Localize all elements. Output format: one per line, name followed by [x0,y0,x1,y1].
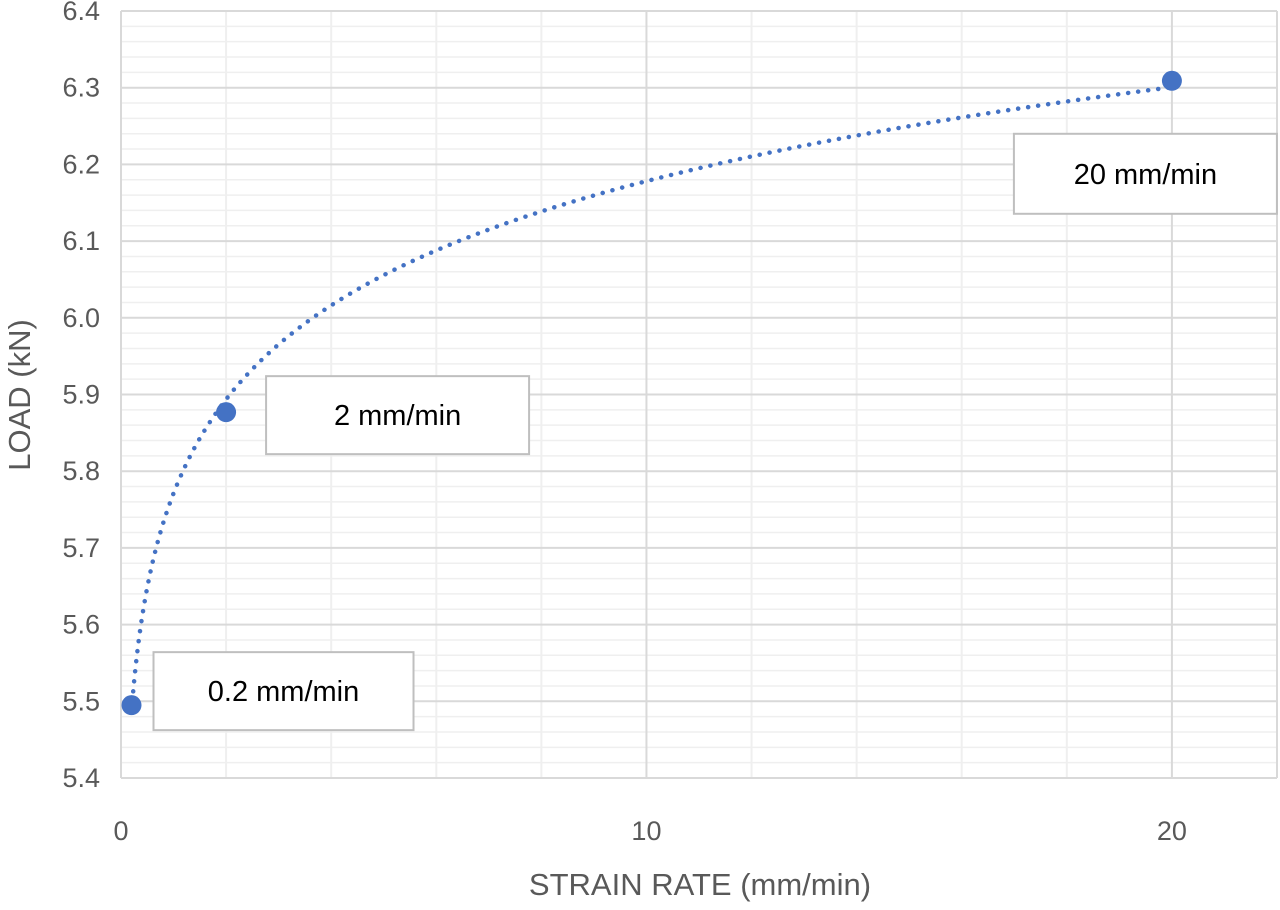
y-tick-label: 6.3 [62,73,100,103]
data-callout: 0.2 mm/min [152,651,415,732]
x-axis-ticks: 0 10 20 [113,816,1186,846]
major-gridlines [120,10,1278,779]
data-label: 20 mm/min [1074,159,1217,191]
data-callout: 2 mm/min [265,375,531,456]
callout-box [265,375,531,456]
x-tick-label: 20 [1157,816,1187,846]
y-tick-label: 6.1 [62,226,100,256]
y-tick-label: 5.6 [62,610,100,640]
data-callouts: 0.2 mm/min 2 mm/min 20 mm/min [152,132,1278,732]
data-point [216,402,237,423]
x-axis-title: STRAIN RATE (mm/min) [529,867,871,902]
data-label: 0.2 mm/min [208,676,359,708]
y-tick-label: 6.0 [62,303,100,333]
data-callout: 20 mm/min [1012,132,1278,215]
y-tick-label: 6.2 [62,149,100,179]
data-point [121,695,142,716]
callout-box [1012,132,1278,215]
x-tick-label: 0 [113,816,128,846]
data-point [1161,70,1182,91]
y-axis-title: LOAD (kN) [2,319,37,471]
x-tick-label: 10 [631,816,661,846]
y-tick-label: 5.7 [62,533,100,563]
y-tick-label: 5.4 [62,763,100,793]
y-tick-label: 6.4 [62,0,100,26]
callout-box [152,651,415,732]
y-tick-label: 5.5 [62,686,100,716]
data-label: 2 mm/min [334,400,461,432]
y-tick-label: 5.8 [62,456,100,486]
y-tick-label: 5.9 [62,380,100,410]
data-points [121,70,1182,716]
y-axis-ticks: 5.4 5.5 5.6 5.7 5.8 5.9 6.0 6.1 6.2 6.3 6.4 [62,0,100,793]
